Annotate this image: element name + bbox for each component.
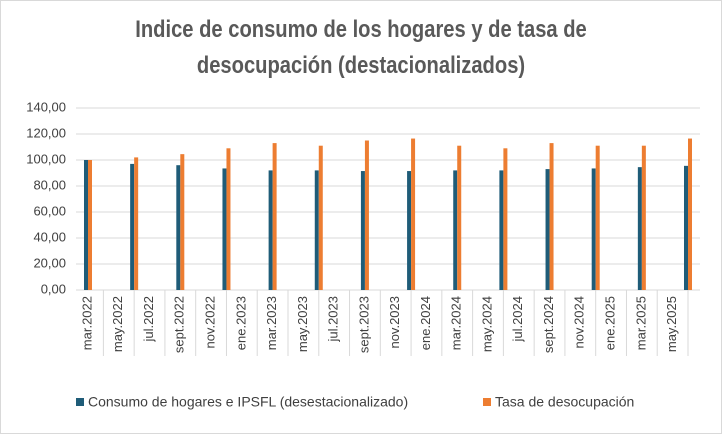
bar: [318, 145, 323, 290]
x-tick-label: mar.2023: [264, 296, 279, 350]
bar: [453, 170, 458, 290]
bar: [360, 171, 365, 290]
bar: [268, 170, 273, 290]
bar: [595, 145, 600, 290]
bar: [176, 165, 181, 290]
bar: [591, 168, 596, 290]
x-tick-label: nov.2023: [387, 296, 402, 349]
bar: [457, 145, 462, 290]
x-tick-label: sept.2023: [356, 296, 371, 353]
bar: [641, 145, 646, 290]
legend-swatch: [483, 398, 491, 406]
y-tick-label: 80,00: [33, 177, 66, 192]
x-tick-label: may.2024: [479, 296, 494, 352]
x-tick-label: sept.2022: [172, 296, 187, 353]
x-tick-label: nov.2024: [572, 296, 587, 349]
x-tick-label: may.2023: [295, 296, 310, 352]
x-tick-label: sept.2024: [541, 296, 556, 353]
bar: [130, 163, 135, 290]
chart-title: Indice de consumo de los hogares y de ta…: [135, 16, 587, 79]
y-tick-label: 40,00: [33, 229, 66, 244]
x-tick-label: nov.2022: [203, 296, 218, 349]
y-tick-label: 60,00: [33, 203, 66, 218]
bar: [364, 140, 369, 290]
y-tick-label: 0,00: [41, 281, 66, 296]
x-tick-label: mar.2022: [79, 296, 94, 350]
x-tick-label: mar.2024: [449, 296, 464, 350]
x-tick-label: may.2025: [664, 296, 679, 352]
x-tick-label: ene.2024: [418, 296, 433, 350]
bar: [407, 171, 412, 290]
y-tick-label: 100,00: [26, 151, 66, 166]
bar: [88, 160, 92, 290]
bar: [226, 148, 231, 290]
bar: [272, 143, 277, 290]
y-tick-label: 140,00: [26, 99, 66, 114]
x-tick-label: may.2022: [110, 296, 125, 352]
legend-label: Tasa de desocupación: [495, 394, 634, 410]
bar: [314, 170, 319, 290]
x-tick-label: jul.2022: [141, 296, 156, 343]
legend-label: Consumo de hogares e IPSFL (desestaciona…: [88, 394, 408, 410]
bar: [637, 167, 642, 290]
bar: [688, 138, 692, 290]
x-tick-label: ene.2023: [233, 296, 248, 350]
y-tick-label: 20,00: [33, 255, 66, 270]
bar: [503, 148, 508, 290]
x-tick-label: mar.2025: [633, 296, 648, 350]
bar: [545, 169, 550, 290]
legend-swatch: [76, 398, 84, 406]
y-tick-label: 120,00: [26, 125, 66, 140]
x-tick-label: ene.2025: [603, 296, 618, 350]
bar: [499, 170, 504, 290]
bar: [84, 160, 88, 290]
x-tick-label: jul.2023: [326, 296, 341, 343]
bar: [180, 154, 185, 290]
bar: [411, 138, 416, 290]
bar: [684, 165, 688, 290]
bar: [134, 157, 139, 290]
bar: [222, 168, 227, 290]
x-tick-label: jul.2024: [510, 296, 525, 343]
bar: [549, 143, 554, 290]
